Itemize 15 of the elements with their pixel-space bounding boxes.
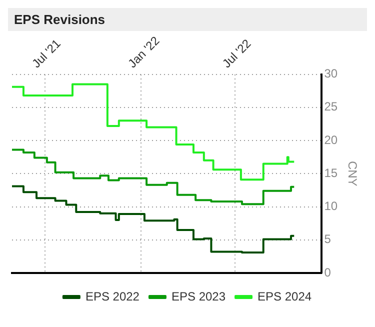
y-tick-label: 30 — [324, 66, 338, 81]
legend-label: EPS 2023 — [171, 289, 226, 304]
y-axis-title: CNY — [345, 160, 360, 186]
y-tick-label: 25 — [324, 100, 338, 114]
y-tick-label: 0 — [324, 265, 332, 280]
y-tick-label: 20 — [324, 132, 338, 147]
legend-label: EPS 2022 — [85, 289, 140, 304]
y-tick-label: 10 — [324, 199, 338, 214]
x-tick-label: Jul '22 — [220, 36, 254, 71]
y-tick-label: 15 — [324, 166, 338, 180]
legend-label: EPS 2024 — [258, 289, 312, 304]
chart-title: EPS Revisions — [8, 8, 367, 31]
y-tick-label: 5 — [324, 232, 332, 246]
x-tick-label: Jan '22 — [125, 33, 162, 71]
x-tick-label: Jul '21 — [29, 36, 64, 71]
